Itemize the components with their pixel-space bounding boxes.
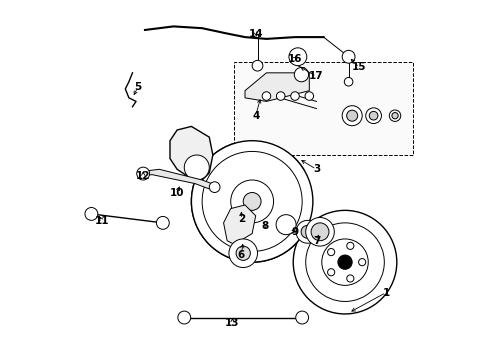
Text: 9: 9 <box>292 227 298 237</box>
Circle shape <box>338 255 352 269</box>
Circle shape <box>342 106 362 126</box>
Circle shape <box>347 275 354 282</box>
Circle shape <box>184 155 209 180</box>
Polygon shape <box>223 205 256 244</box>
Circle shape <box>328 269 335 276</box>
Circle shape <box>276 215 296 235</box>
Text: 11: 11 <box>95 216 109 226</box>
Text: 13: 13 <box>225 318 240 328</box>
Circle shape <box>192 141 313 262</box>
Circle shape <box>289 48 307 66</box>
Text: 5: 5 <box>134 82 142 92</box>
Circle shape <box>296 220 319 243</box>
Text: 7: 7 <box>313 236 320 246</box>
Circle shape <box>369 111 378 120</box>
Circle shape <box>328 248 335 256</box>
Text: 4: 4 <box>252 111 259 121</box>
Polygon shape <box>170 126 213 180</box>
Text: 15: 15 <box>352 63 367 72</box>
Circle shape <box>296 311 309 324</box>
Text: 10: 10 <box>170 188 184 198</box>
Circle shape <box>209 182 220 193</box>
Circle shape <box>262 92 270 100</box>
Circle shape <box>231 180 273 223</box>
Circle shape <box>236 246 250 260</box>
Circle shape <box>252 60 263 71</box>
Text: 8: 8 <box>261 221 268 231</box>
Circle shape <box>202 152 302 251</box>
Circle shape <box>276 92 285 100</box>
Circle shape <box>229 239 258 267</box>
Polygon shape <box>138 169 217 189</box>
Text: 14: 14 <box>248 28 263 39</box>
Circle shape <box>178 311 191 324</box>
Circle shape <box>156 216 169 229</box>
Polygon shape <box>245 73 309 102</box>
Circle shape <box>301 225 314 238</box>
Circle shape <box>291 92 299 100</box>
Circle shape <box>243 193 261 210</box>
Polygon shape <box>234 62 413 155</box>
Circle shape <box>311 223 329 241</box>
Circle shape <box>390 110 401 121</box>
Text: 1: 1 <box>383 288 390 297</box>
Circle shape <box>392 113 398 119</box>
Circle shape <box>293 210 397 314</box>
Circle shape <box>359 258 366 266</box>
Circle shape <box>344 77 353 86</box>
Circle shape <box>137 167 149 180</box>
Text: 6: 6 <box>238 250 245 260</box>
Circle shape <box>346 110 358 121</box>
Circle shape <box>366 108 381 123</box>
Circle shape <box>306 217 334 246</box>
Text: 3: 3 <box>313 164 320 174</box>
Circle shape <box>85 207 98 220</box>
Text: 2: 2 <box>238 214 245 224</box>
Circle shape <box>294 67 309 82</box>
Circle shape <box>347 242 354 249</box>
Text: 12: 12 <box>136 171 150 181</box>
Text: 17: 17 <box>309 71 324 81</box>
Circle shape <box>306 223 384 301</box>
Circle shape <box>322 239 368 285</box>
Circle shape <box>342 50 355 63</box>
Text: 16: 16 <box>288 54 302 64</box>
Circle shape <box>305 92 314 100</box>
